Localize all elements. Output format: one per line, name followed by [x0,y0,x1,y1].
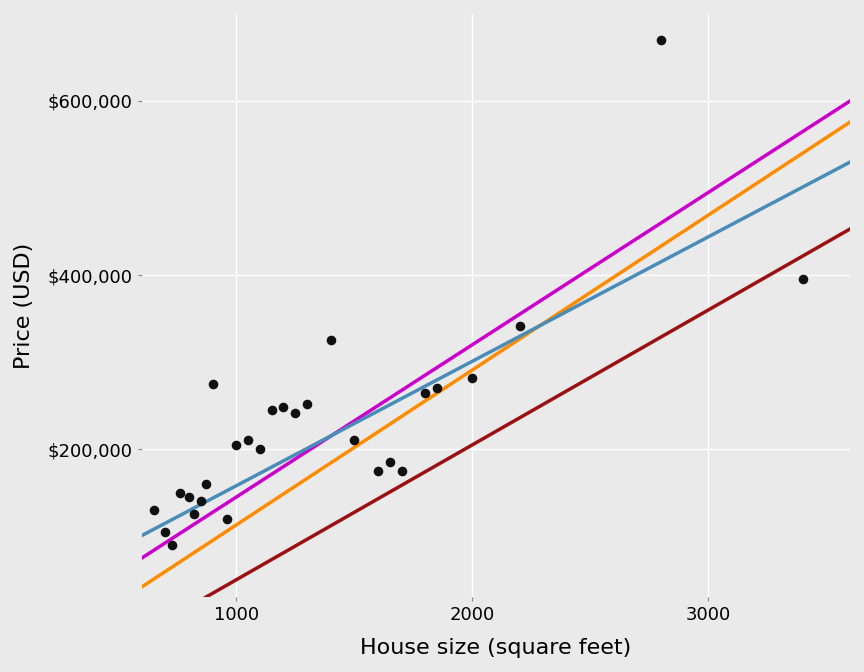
Point [158,527,172,538]
Point [206,378,219,389]
Point [264,405,278,415]
Point [229,439,243,450]
Point [654,35,668,46]
Point [430,383,444,394]
Y-axis label: Price (USD): Price (USD) [14,243,34,369]
Point [241,435,255,446]
Point [199,478,213,489]
Point [187,509,200,520]
Point [147,505,161,515]
Point [371,466,384,476]
Point [173,487,187,498]
Point [289,407,302,418]
Point [276,402,290,413]
Point [253,444,267,454]
Point [512,320,526,331]
Point [466,372,480,383]
Point [324,335,338,345]
Point [194,496,207,507]
X-axis label: House size (square feet): House size (square feet) [360,638,632,658]
Point [166,540,180,550]
Point [418,387,432,398]
Point [395,466,409,476]
Point [220,513,234,524]
Point [300,398,314,409]
Point [182,492,196,503]
Point [383,457,397,468]
Point [796,274,810,285]
Point [347,435,361,446]
